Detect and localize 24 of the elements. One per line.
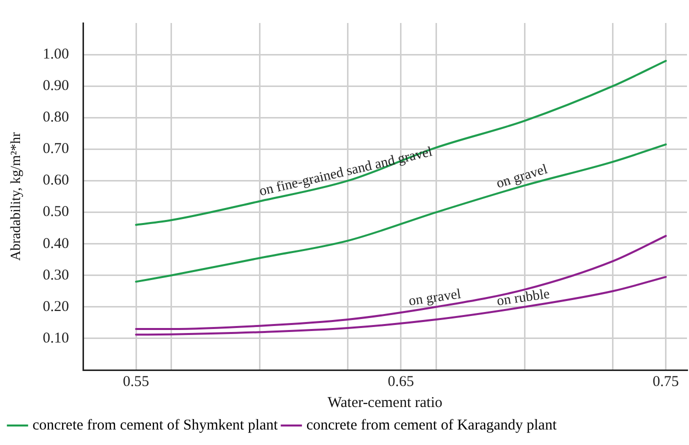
line-series <box>135 234 667 330</box>
y-tick-label: 0.50 <box>42 204 70 220</box>
y-tick-label: 0.30 <box>42 267 70 284</box>
legend-label: concrete from cement of Karagandy plant <box>306 417 558 434</box>
legend-label: concrete from cement of Shymkent plant <box>32 417 279 434</box>
y-tick-label: 1.00 <box>42 46 70 62</box>
y-tick-label: 0.20 <box>42 298 70 315</box>
annotation: on gravel <box>408 287 462 310</box>
x-tick-label: 0.75 <box>652 374 679 390</box>
x-tick-label: 0.55 <box>122 374 150 390</box>
line-series <box>135 60 667 226</box>
annotation: on gravel <box>494 162 550 192</box>
y-tick-label: 0.40 <box>42 236 70 252</box>
annotation: on rubble <box>496 286 551 310</box>
y-tick-label: 0.90 <box>42 78 70 94</box>
y-tick-label: 0.60 <box>42 172 70 189</box>
y-axis-title: Abradability, kg/m²*hr <box>9 132 24 261</box>
line-series <box>135 143 667 283</box>
x-tick-label: 0.65 <box>388 374 414 390</box>
y-tick-label: 0.70 <box>42 141 70 158</box>
y-tick-label: 0.80 <box>42 110 70 126</box>
line-series <box>135 276 667 336</box>
x-axis-title: Water-cement ratio <box>328 394 442 411</box>
y-tick-label: 0.10 <box>42 330 70 346</box>
